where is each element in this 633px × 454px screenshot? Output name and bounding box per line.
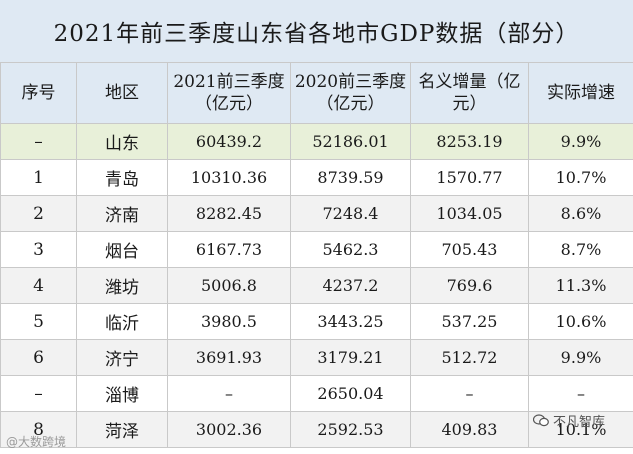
table-title: 2021年前三季度山东省各地市GDP数据（部分） [0,0,633,62]
header-gdp-2021: 2021前三季度（亿元） [167,62,291,124]
cell-index: 2 [0,195,77,232]
watermark-left: @大数跨境 [6,435,67,449]
header-region: 地区 [76,62,168,124]
cell-nominal-increase: 1034.05 [410,195,529,232]
cell-region: 山东 [76,123,168,160]
cell-gdp-2020: 5462.3 [290,231,411,268]
cell-gdp-2021: 10310.36 [167,159,291,196]
cell-gdp-2021: 3980.5 [167,303,291,340]
cell-gdp-2020: 7248.4 [290,195,411,232]
cell-gdp-2020: 2592.53 [290,411,411,448]
header-gdp-2020: 2020前三季度（亿元） [290,62,411,124]
cell-region: 青岛 [76,159,168,196]
cell-region: 潍坊 [76,267,168,304]
table-row: 6 济宁 3691.93 3179.21 512.72 9.9% [0,339,633,376]
cell-nominal-increase: 512.72 [410,339,529,376]
watermark-right-text: 不凡智库 [552,415,605,430]
table-row: – 山东 60439.2 52186.01 8253.19 9.9% [0,123,633,160]
table-row: 8 菏泽 3002.36 2592.53 409.83 10.1% [0,411,633,448]
cell-nominal-increase: 537.25 [410,303,529,340]
cell-real-growth: – [528,375,633,412]
cell-index: 3 [0,231,77,268]
cell-gdp-2021: 8282.45 [167,195,291,232]
wechat-icon [532,414,549,427]
cell-real-growth: 10.6% [528,303,633,340]
cell-gdp-2021: – [167,375,291,412]
cell-nominal-increase: – [410,375,529,412]
header-row: 序号 地区 2021前三季度（亿元） 2020前三季度（亿元） 名义增量（亿元）… [0,62,633,124]
cell-gdp-2021: 6167.73 [167,231,291,268]
cell-gdp-2020: 4237.2 [290,267,411,304]
header-nominal-increase: 名义增量（亿元） [410,62,529,124]
cell-real-growth: 10.7% [528,159,633,196]
cell-index: 6 [0,339,77,376]
cell-gdp-2020: 2650.04 [290,375,411,412]
cell-gdp-2020: 3179.21 [290,339,411,376]
cell-nominal-increase: 705.43 [410,231,529,268]
table-row: 4 潍坊 5006.8 4237.2 769.6 11.3% [0,267,633,304]
cell-real-growth: 10.1% [528,411,633,448]
cell-real-growth: 8.6% [528,195,633,232]
cell-gdp-2020: 52186.01 [290,123,411,160]
header-real-growth: 实际增速 [528,62,633,124]
cell-index: 1 [0,159,77,196]
cell-gdp-2020: 3443.25 [290,303,411,340]
cell-region: 济宁 [76,339,168,376]
cell-index: 5 [0,303,77,340]
gdp-table: 序号 地区 2021前三季度（亿元） 2020前三季度（亿元） 名义增量（亿元）… [0,62,633,448]
cell-index: – [0,123,77,160]
cell-region: 菏泽 [76,411,168,448]
cell-gdp-2020: 8739.59 [290,159,411,196]
cell-region: 临沂 [76,303,168,340]
cell-gdp-2021: 3002.36 [167,411,291,448]
cell-nominal-increase: 409.83 [410,411,529,448]
table-row: 2 济南 8282.45 7248.4 1034.05 8.6% [0,195,633,232]
cell-real-growth: 8.7% [528,231,633,268]
cell-region: 济南 [76,195,168,232]
cell-real-growth: 9.9% [528,123,633,160]
watermark-right: 不凡智库 [532,411,605,430]
table-row: – 淄博 –2650.04– – [0,375,633,412]
header-index: 序号 [0,62,77,124]
cell-index: – [0,375,77,412]
cell-gdp-2021: 60439.2 [167,123,291,160]
cell-real-growth: 9.9% [528,339,633,376]
cell-index: 4 [0,267,77,304]
table-row: 1 青岛 10310.36 8739.59 1570.77 10.7% [0,159,633,196]
cell-real-growth: 11.3% [528,267,633,304]
cell-region: 淄博 [76,375,168,412]
cell-nominal-increase: 8253.19 [410,123,529,160]
table-row: 3 烟台 6167.73 5462.3 705.43 8.7% [0,231,633,268]
cell-gdp-2021: 3691.93 [167,339,291,376]
cell-nominal-increase: 1570.77 [410,159,529,196]
cell-index: 8 [0,411,77,448]
cell-region: 烟台 [76,231,168,268]
cell-nominal-increase: 769.6 [410,267,529,304]
table-row: 5 临沂 3980.5 3443.25 537.25 10.6% [0,303,633,340]
cell-gdp-2021: 5006.8 [167,267,291,304]
